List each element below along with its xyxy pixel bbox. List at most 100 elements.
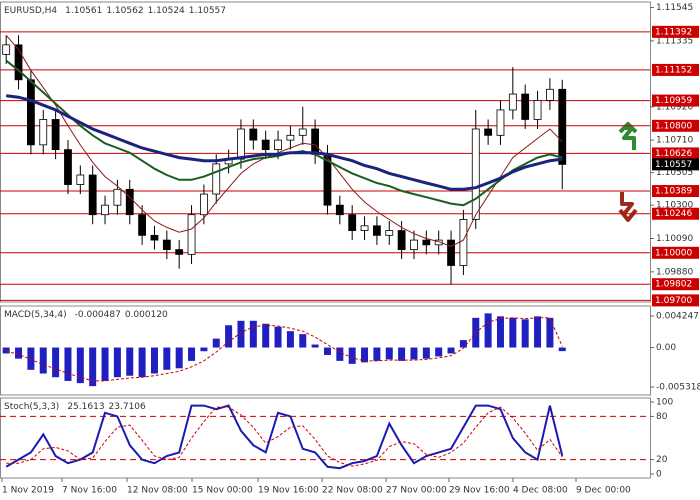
x-tick-label: 27 Nov 00:00 (386, 486, 447, 496)
histogram-bar (311, 344, 319, 348)
y-tick-label: 1.10920 (656, 102, 693, 112)
level-label: 1.09700 (655, 296, 692, 306)
candle-body (113, 188, 122, 206)
title-background (3, 5, 227, 16)
indicator-line (6, 406, 563, 467)
histogram-bar (163, 347, 171, 370)
x-tick-label: 19 Nov 16:00 (258, 486, 319, 496)
stoch-panel (0, 397, 651, 479)
macd-panel (0, 305, 651, 396)
histogram-bar (188, 347, 196, 361)
histogram-bar (150, 347, 158, 374)
histogram-bar (361, 347, 369, 363)
candle-body (261, 139, 270, 151)
histogram-bar (385, 347, 393, 360)
candle-body (533, 100, 542, 120)
candle-body (150, 234, 159, 241)
candle-body (360, 225, 369, 231)
candle-body (88, 174, 97, 216)
candle-body (348, 214, 357, 231)
indicator-line (5, 34, 563, 247)
x-tick-label: 7 Nov 16:00 (62, 486, 117, 496)
readout-value: 1.10557 (189, 6, 226, 16)
candle-body (26, 79, 35, 146)
histogram-bar (410, 347, 418, 360)
histogram-bar (249, 320, 257, 348)
y-tick-label: 80 (656, 412, 668, 422)
histogram-bar (262, 323, 270, 348)
histogram-bar (138, 347, 146, 378)
candle-body (76, 174, 85, 185)
candle-body (508, 93, 517, 111)
histogram-bar (200, 347, 208, 352)
histogram-bar (101, 347, 109, 381)
histogram-bar (534, 316, 542, 348)
y-tick-label: 1.10505 (656, 168, 693, 178)
histogram-bar (323, 347, 331, 355)
y-tick-label: 1.11545 (656, 3, 693, 13)
candle-body (459, 219, 468, 266)
histogram-bar (89, 347, 97, 387)
y-tick-label: 0.004247 (656, 311, 699, 321)
level-label: 1.11152 (655, 65, 692, 75)
title: Stoch(5,3,3) (4, 402, 59, 412)
candle-body (64, 149, 72, 185)
histogram-bar (447, 347, 455, 354)
candle-body (274, 139, 282, 151)
last-price-box (652, 158, 699, 171)
candle-body (286, 134, 295, 141)
level-label-box (652, 294, 699, 307)
candle-body (385, 230, 394, 236)
candle-body (162, 239, 171, 251)
readout-value: 0.000120 (125, 310, 168, 320)
candle-body (397, 230, 406, 251)
histogram-bar (558, 347, 566, 352)
y-tick-label: 1.11335 (656, 36, 693, 46)
candle-body (14, 44, 23, 81)
level-label-box (652, 147, 699, 160)
candle-body (434, 239, 443, 246)
histogram-bar (15, 347, 23, 359)
histogram-bar (2, 347, 10, 354)
level-label-box (652, 278, 699, 291)
candle-body (447, 239, 455, 266)
y-tick-label: 0.00 (656, 343, 676, 353)
last-price-label: 1.10557 (655, 160, 692, 170)
title-background (3, 309, 170, 320)
title-background (3, 401, 148, 412)
candle-body (249, 128, 258, 141)
histogram-bar (237, 320, 245, 348)
candle-body (138, 214, 147, 236)
histogram-bar (484, 313, 492, 348)
y-tick-label: 20 (656, 455, 668, 465)
candle-body (410, 239, 418, 251)
histogram-bar (422, 347, 430, 359)
level-label: 1.10246 (655, 209, 692, 219)
x-tick-label: 29 Nov 16:00 (449, 486, 510, 496)
level-label-box (652, 207, 699, 220)
histogram-bar (459, 340, 467, 348)
readout-value: 1.10561 (65, 6, 102, 16)
histogram-bar (496, 316, 504, 348)
candle-body (2, 44, 11, 55)
histogram-bar (113, 347, 121, 378)
candle-body (187, 214, 196, 255)
y-tick-label: 1.10710 (656, 136, 693, 146)
indicator-line (6, 94, 563, 191)
panel-title: Stoch(5,3,3) 25.1613 23.7106 (4, 402, 146, 412)
candle-body (39, 119, 48, 146)
level-label-box (652, 94, 699, 107)
readout-value: 25.1613 (67, 402, 104, 412)
level-label: 1.11392 (655, 27, 692, 37)
histogram-bar (175, 347, 183, 369)
candle-body (125, 188, 134, 216)
histogram-bar (274, 326, 282, 348)
candle-body (558, 88, 567, 165)
plot-area (0, 31, 650, 301)
histogram-bar (348, 347, 356, 364)
x-tick-label: 22 Nov 08:00 (322, 486, 383, 496)
level-label: 1.10626 (655, 149, 692, 159)
candle-body (101, 204, 109, 216)
candle-body (237, 128, 245, 160)
